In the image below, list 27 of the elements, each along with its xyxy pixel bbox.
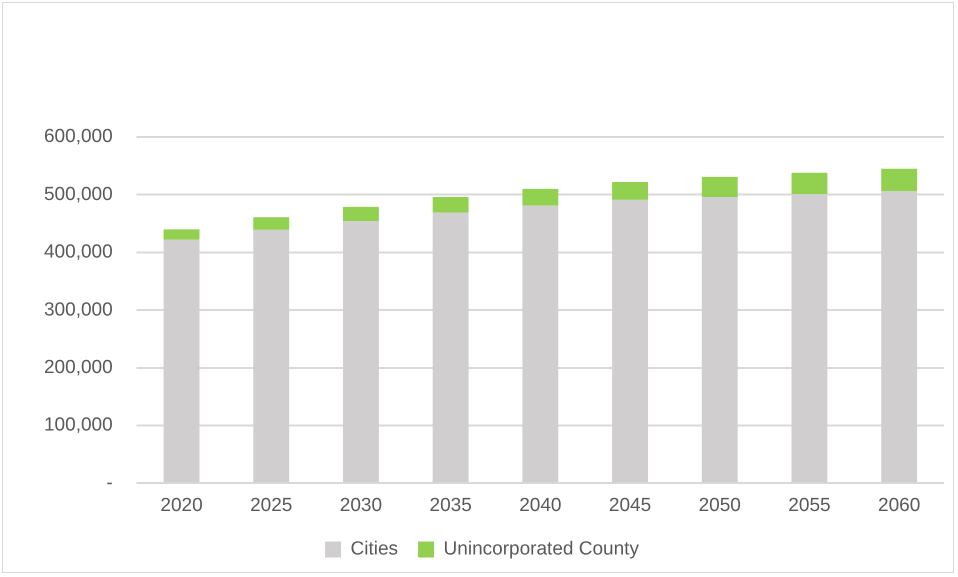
bar — [522, 188, 558, 206]
bar — [881, 168, 918, 192]
x-tick-label: 2040 — [519, 494, 562, 516]
y-tick-label: 400,000 — [44, 242, 113, 263]
y-tick-label: 200,000 — [44, 357, 113, 378]
x-tick-label: 2030 — [340, 494, 382, 516]
x-tick-label: 2060 — [878, 494, 920, 516]
x-tick-label: 2020 — [160, 494, 203, 516]
bar — [792, 172, 828, 194]
bar — [432, 197, 469, 213]
x-tick-label: 2055 — [788, 494, 831, 516]
bar — [612, 182, 648, 200]
y-tick-label: 500,000 — [44, 184, 113, 205]
x-tick-label: 2035 — [429, 494, 472, 516]
bar — [164, 229, 200, 240]
x-tick-label: 2050 — [698, 494, 741, 516]
legend-label: Cities — [350, 538, 398, 560]
bar — [342, 206, 379, 222]
bar — [253, 217, 290, 230]
x-tick-label: 2045 — [608, 494, 652, 516]
bar — [702, 176, 738, 198]
x-tick-label: 2025 — [250, 494, 292, 516]
y-tick-label: 600,000 — [44, 126, 113, 148]
legend-label: Unincorporated County — [444, 538, 640, 560]
y-tick-label: - — [106, 472, 113, 494]
y-tick-label: 100,000 — [44, 414, 113, 436]
y-tick-label: 300,000 — [44, 299, 113, 320]
